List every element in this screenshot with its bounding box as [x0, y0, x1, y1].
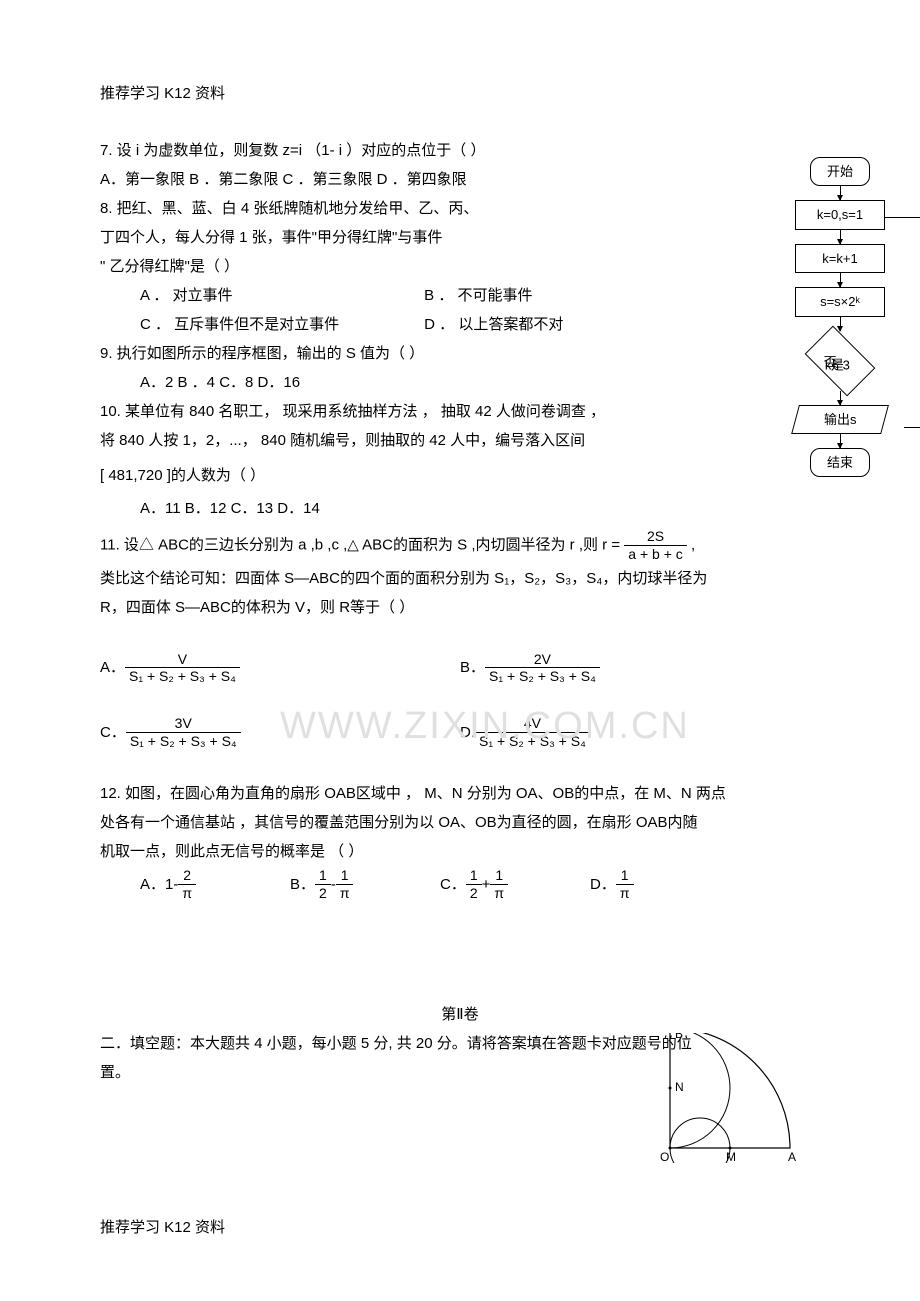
fc-init: k=0,s=1: [795, 200, 885, 229]
q8-line3: " 乙分得红牌"是（ ）: [100, 253, 820, 280]
fc-start: 开始: [810, 157, 870, 186]
q12-optD: D． 1π: [590, 867, 634, 902]
q7-text: 7. 设 i 为虚数单位，则复数 z=i （1- i ）对应的点位于（ ）: [100, 137, 820, 164]
sector-diagram: O M A N B: [650, 1033, 800, 1163]
svg-text:M: M: [726, 1150, 736, 1163]
svg-text:N: N: [675, 1080, 684, 1094]
fc-end: 结束: [810, 448, 870, 477]
q8-line1: 8. 把红、黑、蓝、白 4 张纸牌随机地分发给甲、乙、丙、: [100, 195, 820, 222]
q10-options: A．11 B．12 C．13 D．14: [100, 495, 820, 522]
content-area: WWW.ZIXIN.COM.CN 开始 k=0,s=1 k=k+1 s=s×2ᵏ…: [100, 137, 820, 1086]
page-footer: 推荐学习 K12 资料: [100, 1214, 225, 1241]
q12-line1: 12. 如图，在圆心角为直角的扇形 OAB区域中 ， M、N 分别为 OA、OB…: [100, 780, 820, 807]
fc-cond: k< 3 是 否: [805, 325, 876, 396]
q10-line2: 将 840 人按 1，2，...， 840 随机编号，则抽取的 42 人中，编号…: [100, 427, 820, 454]
svg-text:O: O: [660, 1150, 669, 1163]
q12-optC: C． 12 + 1π: [440, 867, 590, 902]
q10-line1: 10. 某单位有 840 名职工， 现采用系统抽样方法 ， 抽取 42 人做问卷…: [100, 398, 820, 425]
fc-calc: s=s×2ᵏ: [795, 287, 885, 316]
q8-line2: 丁四个人，每人分得 1 张，事件"甲分得红牌"与事件: [100, 224, 820, 251]
flowchart-diagram: 开始 k=0,s=1 k=k+1 s=s×2ᵏ k< 3 是 否 输出s 结束: [730, 157, 910, 477]
q9-text: 9. 执行如图所示的程序框图，输出的 S 值为（ ）: [100, 340, 820, 367]
q8-optD: D ． 以上答案都不对: [424, 316, 563, 333]
q8-opts-cd: C ． 互斥事件但不是对立事件 D ． 以上答案都不对: [100, 311, 820, 338]
q11-frac: 2S a + b + c: [624, 528, 686, 563]
page-header: 推荐学习 K12 资料: [100, 80, 820, 107]
q8-optB: B ． 不可能事件: [424, 287, 532, 304]
q11-opts-ab: A． VS₁ + S₂ + S₃ + S₄ B． 2VS₁ + S₂ + S₃ …: [100, 651, 820, 686]
q11-line1: 11. 设△ ABC的三边长分别为 a ,b ,c ,△ ABC的面积为 S ,…: [100, 528, 820, 563]
fc-output: 输出s: [791, 405, 889, 434]
q9-options: A．2 B ．4 C．8 D．16: [100, 369, 820, 396]
q12-optA: A．1- 2π: [140, 867, 290, 902]
q8-opts-ab: A ． 对立事件 B ． 不可能事件: [100, 282, 820, 309]
fc-no-label: 否: [800, 350, 860, 394]
watermark: WWW.ZIXIN.COM.CN: [280, 692, 690, 760]
q11-optA: A． VS₁ + S₂ + S₃ + S₄: [100, 651, 460, 686]
q11-line2: 类比这个结论可知：四面体 S—ABC的四个面的面积分别为 S₁，S₂，S₃，S₄…: [100, 565, 820, 592]
q7-options: A．第一象限 B ．第二象限 C ．第三象限 D ．第四象限: [100, 166, 820, 193]
q12-line3: 机取一点，则此点无信号的概率是 （ ）: [100, 838, 820, 865]
q11-line3: R，四面体 S—ABC的体积为 V，则 R等于（ ）: [100, 594, 820, 621]
q10-line3: [ 481,720 ]的人数为（ ）: [100, 462, 820, 489]
q12-line2: 处各有一个通信基站 ，其信号的覆盖范围分别为以 OA、OB为直径的圆，在扇形 O…: [100, 809, 820, 836]
fc-step: k=k+1: [795, 244, 885, 273]
q12-options: A．1- 2π B． 12 - 1π C． 12 + 1π D． 1π: [100, 867, 820, 902]
q12-optB: B． 12 - 1π: [290, 867, 440, 902]
section2-title: 第Ⅱ卷: [100, 1001, 820, 1028]
q8-optA: A ． 对立事件: [140, 282, 420, 309]
q11-optB: B． 2VS₁ + S₂ + S₃ + S₄: [460, 651, 820, 686]
svg-text:B: B: [675, 1033, 683, 1041]
svg-text:A: A: [788, 1150, 796, 1163]
q8-optC: C ． 互斥事件但不是对立事件: [140, 311, 420, 338]
